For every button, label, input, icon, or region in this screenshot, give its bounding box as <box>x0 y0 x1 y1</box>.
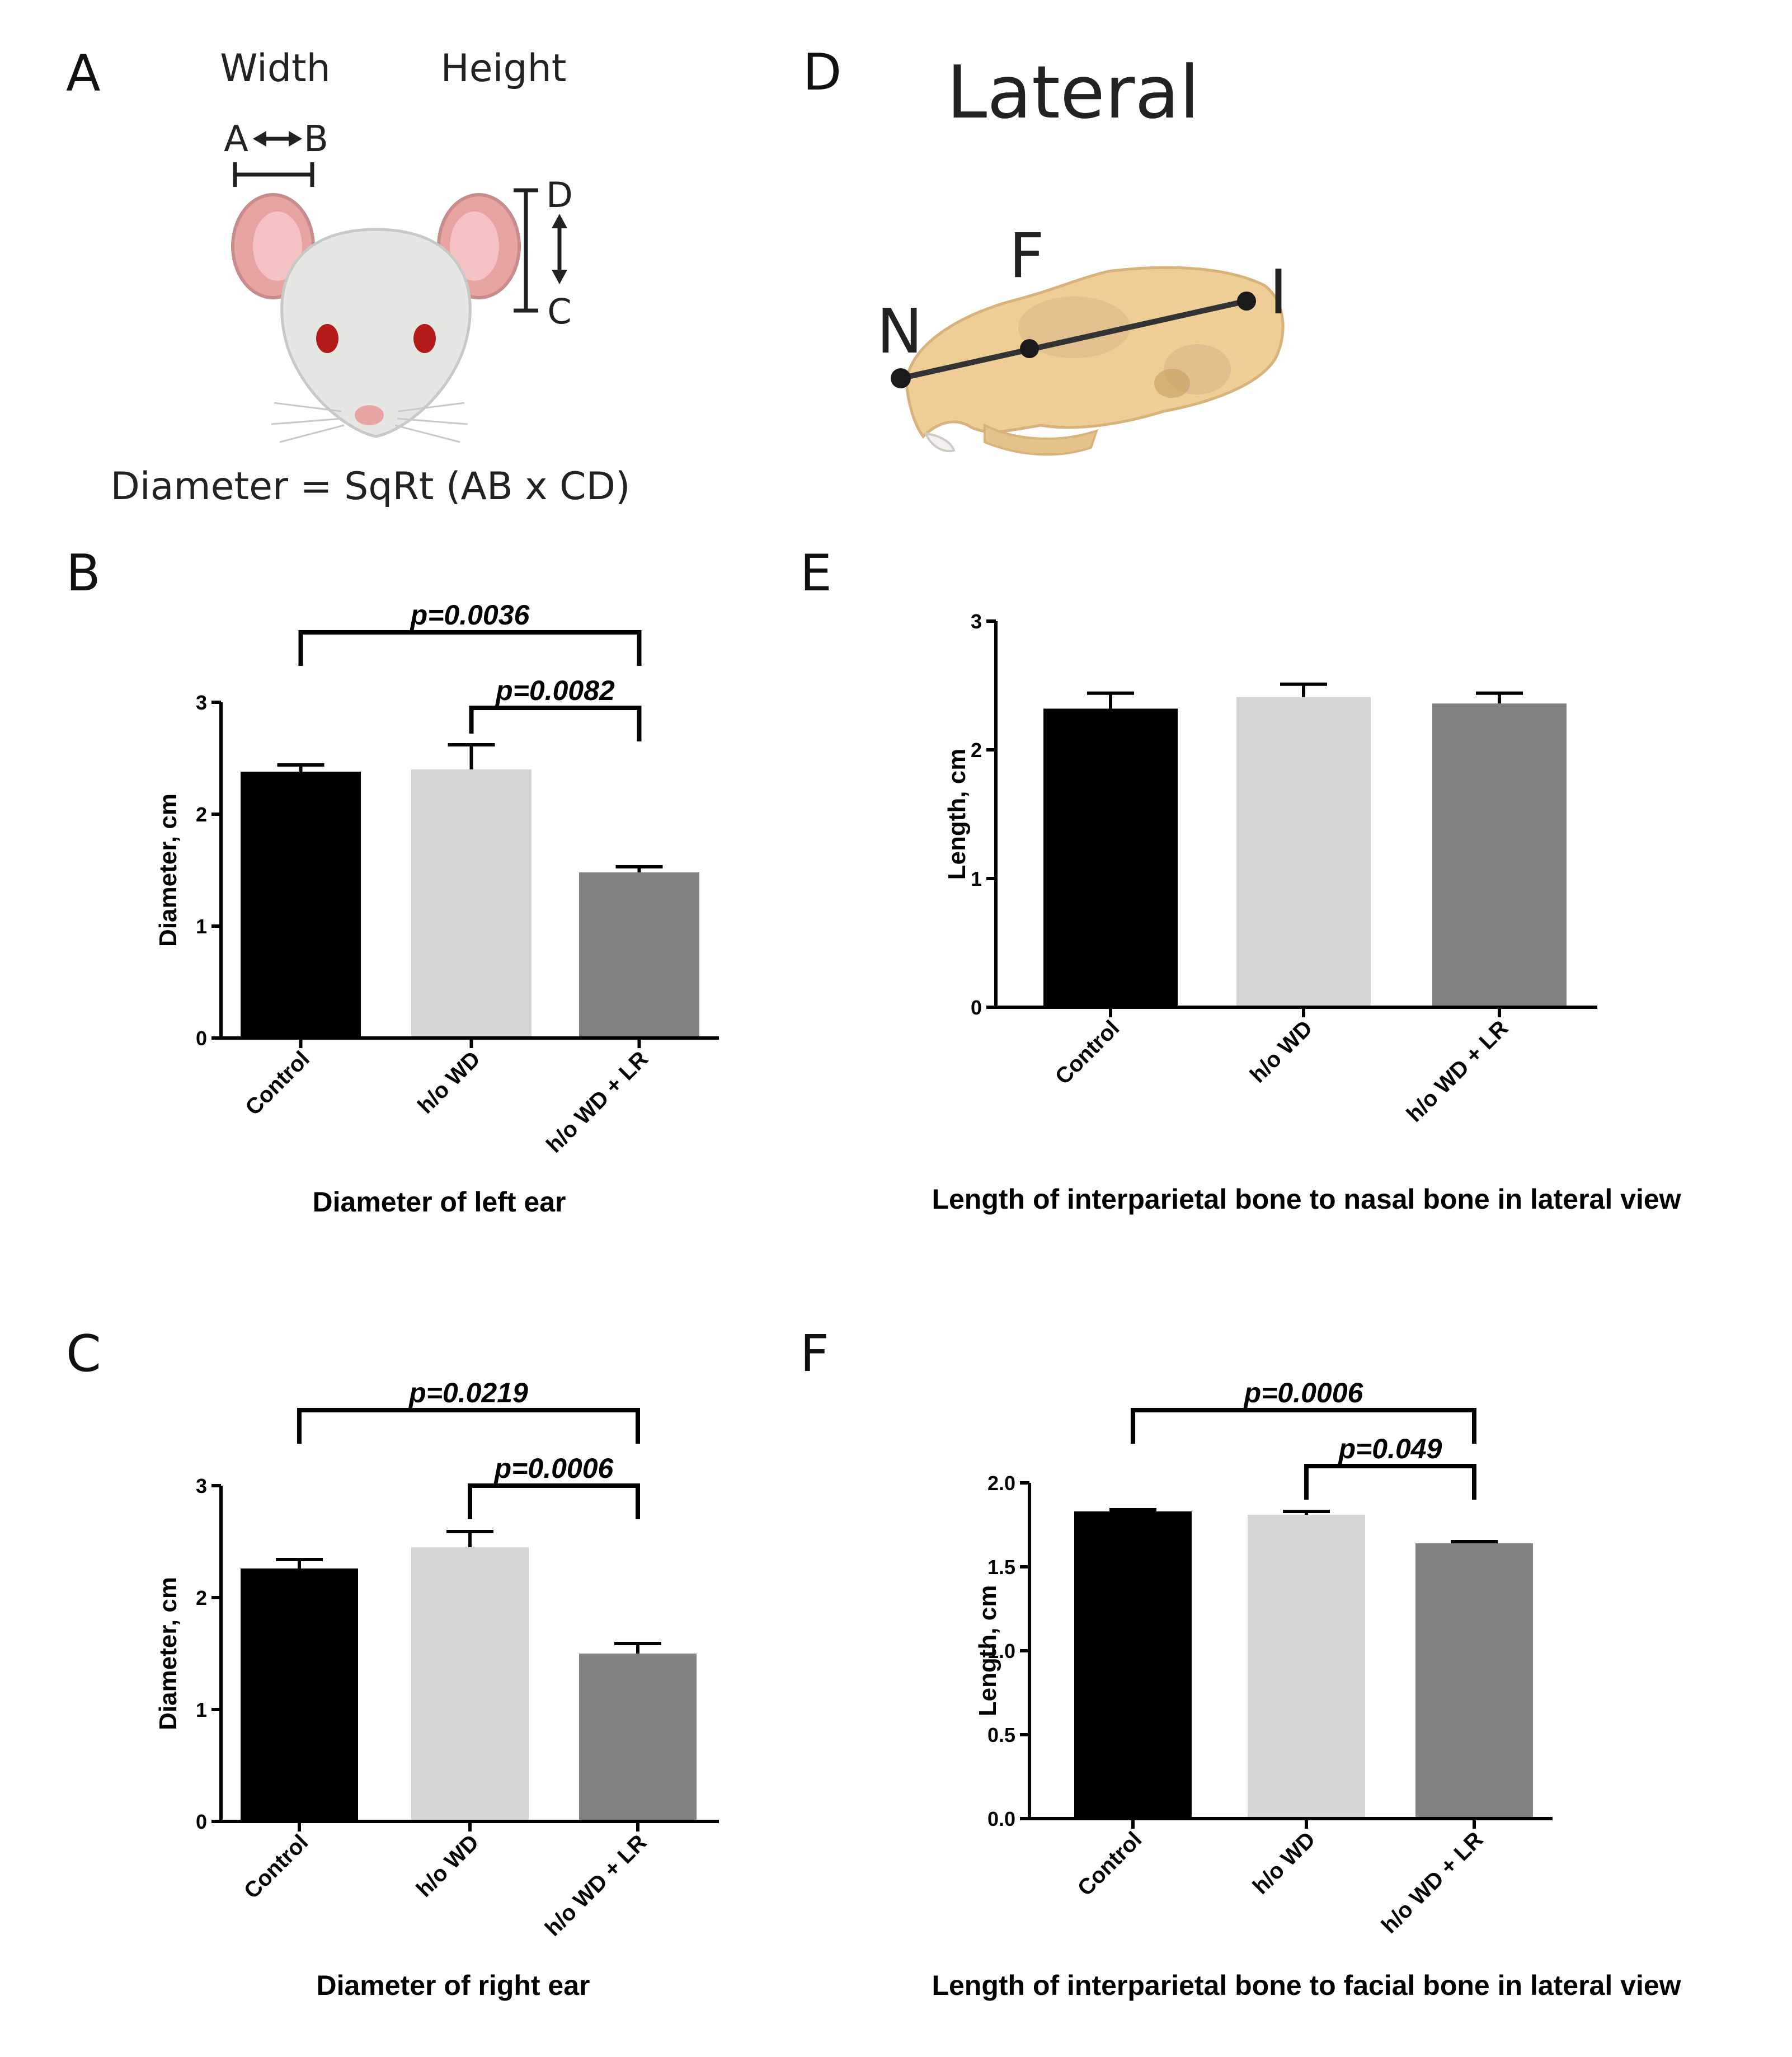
p-value-label: p=0.0082 <box>495 675 615 706</box>
height-bar <box>514 188 538 313</box>
y-tick-label: 2 <box>196 803 207 826</box>
point-d-label: D <box>546 175 573 215</box>
p-value-label: p=0.0006 <box>1243 1377 1364 1408</box>
y-tick-label: 0 <box>196 1027 207 1050</box>
p-value-label: p=0.049 <box>1338 1433 1442 1464</box>
panel-b-letter: B <box>66 544 101 603</box>
significance-bracket <box>1131 1408 1476 1444</box>
skull-illustration <box>905 266 1285 456</box>
bar-ho-wd-lr <box>579 872 699 1038</box>
mouse-head-illustration <box>231 193 521 443</box>
y-axis-label: Diameter, cm <box>154 793 182 947</box>
y-tick-label: 1 <box>196 1698 207 1721</box>
y-tick-label: 2 <box>971 739 982 762</box>
y-axis-label: Diameter, cm <box>154 1577 182 1730</box>
bar-control <box>241 772 361 1038</box>
bar-control <box>241 1568 358 1821</box>
landmark-i-label: I <box>1269 256 1287 328</box>
height-label: Height <box>441 46 567 91</box>
landmark-i-point <box>1237 292 1256 311</box>
chart-caption: Diameter of right ear <box>316 1970 590 2001</box>
y-axis-label: Length, cm <box>974 1585 1001 1717</box>
y-tick-label: 0 <box>971 996 982 1019</box>
significance-bracket <box>1304 1464 1476 1500</box>
measurement-line-n-i <box>891 292 1256 388</box>
y-tick-label: 1 <box>971 867 982 890</box>
significance-bracket <box>469 706 642 741</box>
panel-f-letter: F <box>800 1325 829 1383</box>
width-bar <box>233 162 314 187</box>
bar-ho-wd-lr <box>1432 703 1567 1007</box>
panel-c-letter: C <box>66 1325 101 1383</box>
chart-caption: Length of interparietal bone to facial b… <box>932 1970 1681 2001</box>
y-tick-label: 0.5 <box>987 1723 1015 1746</box>
panel-d-letter: D <box>803 43 841 102</box>
landmark-n-point <box>891 368 911 388</box>
y-tick-label: 3 <box>971 610 982 633</box>
y-tick-label: 0.0 <box>987 1807 1015 1830</box>
panel-d: D Lateral N F I <box>803 43 1287 456</box>
bar-control <box>1074 1511 1192 1819</box>
significance-bracket <box>297 1408 640 1444</box>
y-tick-label: 2 <box>196 1586 207 1609</box>
y-tick-label: 1.5 <box>987 1556 1015 1579</box>
y-tick-label: 3 <box>196 691 207 714</box>
landmark-f-label: F <box>1009 220 1044 292</box>
bar-ho-wd-lr <box>579 1654 697 1821</box>
lateral-title: Lateral <box>947 50 1200 135</box>
bar-control <box>1043 708 1178 1007</box>
width-label: Width <box>220 46 331 91</box>
panel-e-letter: E <box>800 544 832 603</box>
y-tick-label: 3 <box>196 1474 207 1497</box>
chart-caption: Diameter of left ear <box>313 1186 566 1218</box>
point-b-label: B <box>304 119 328 160</box>
significance-bracket <box>468 1483 640 1519</box>
panel-a: A Width Height A B D C <box>66 44 631 509</box>
bar-ho-wd <box>1248 1515 1365 1819</box>
bar-ho-wd <box>411 1547 529 1821</box>
significance-bracket <box>298 630 642 666</box>
landmark-f-point <box>1020 339 1039 358</box>
bar-ho-wd-lr <box>1415 1543 1533 1819</box>
y-tick-label: 0 <box>196 1810 207 1833</box>
landmark-n-label: N <box>877 295 923 367</box>
diameter-formula: Diameter = SqRt (AB x CD) <box>110 464 630 509</box>
bar-ho-wd <box>411 769 532 1038</box>
p-value-label: p=0.0006 <box>493 1453 614 1484</box>
p-value-label: p=0.0219 <box>408 1377 528 1408</box>
bar-ho-wd <box>1236 697 1371 1007</box>
width-arrow <box>253 131 302 147</box>
y-tick-label: 2.0 <box>987 1472 1015 1495</box>
y-axis-label: Length, cm <box>943 749 971 880</box>
y-tick-label: 1 <box>196 915 207 938</box>
p-value-label: p=0.0036 <box>410 599 530 631</box>
point-a-label: A <box>224 119 248 160</box>
point-c-label: C <box>547 291 571 332</box>
chart-caption: Length of interparietal bone to nasal bo… <box>932 1184 1681 1215</box>
panel-a-letter: A <box>66 44 101 103</box>
height-arrow <box>552 214 567 284</box>
y-tick-label: 1.0 <box>987 1640 1015 1662</box>
